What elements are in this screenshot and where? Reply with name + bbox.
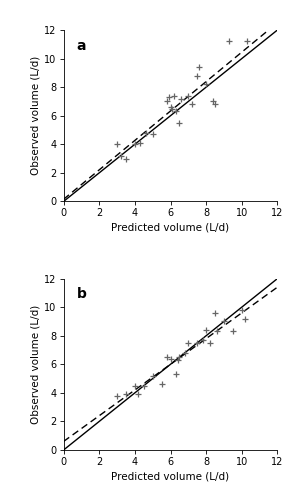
Text: a: a xyxy=(76,38,86,52)
Text: b: b xyxy=(76,287,86,301)
X-axis label: Predicted volume (L/d): Predicted volume (L/d) xyxy=(112,471,229,481)
Y-axis label: Observed volume (L/d): Observed volume (L/d) xyxy=(30,56,40,176)
Y-axis label: Observed volume (L/d): Observed volume (L/d) xyxy=(30,304,40,424)
X-axis label: Predicted volume (L/d): Predicted volume (L/d) xyxy=(112,222,229,232)
